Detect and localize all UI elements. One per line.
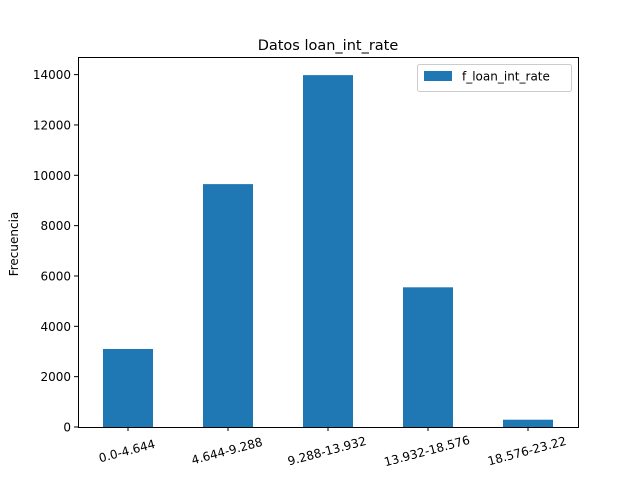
y-tick-label: 14000 <box>33 68 71 82</box>
bar <box>103 348 153 427</box>
legend: f_loan_int_rate <box>417 64 572 92</box>
y-tick-label: 12000 <box>33 118 71 132</box>
bar-series <box>103 75 553 428</box>
y-axis-label: Frecuencia <box>7 212 21 277</box>
bar <box>203 184 253 427</box>
bar <box>403 287 453 427</box>
plot-frame <box>78 57 579 428</box>
legend-box <box>417 64 572 92</box>
bar <box>303 75 353 428</box>
y-tick-label: 0 <box>63 421 71 435</box>
legend-label: f_loan_int_rate <box>462 70 550 84</box>
bar <box>503 419 553 427</box>
y-axis: 0 2000 4000 6000 8000 10000 12000 14000 <box>33 68 78 435</box>
y-tick-label: 8000 <box>40 219 71 233</box>
y-tick-label: 6000 <box>40 269 71 283</box>
y-tick-label: 4000 <box>40 320 71 334</box>
y-tick-label: 2000 <box>40 370 71 384</box>
y-tick-label: 10000 <box>33 169 71 183</box>
chart-title: Datos loan_int_rate <box>258 38 399 54</box>
legend-swatch <box>424 71 452 81</box>
